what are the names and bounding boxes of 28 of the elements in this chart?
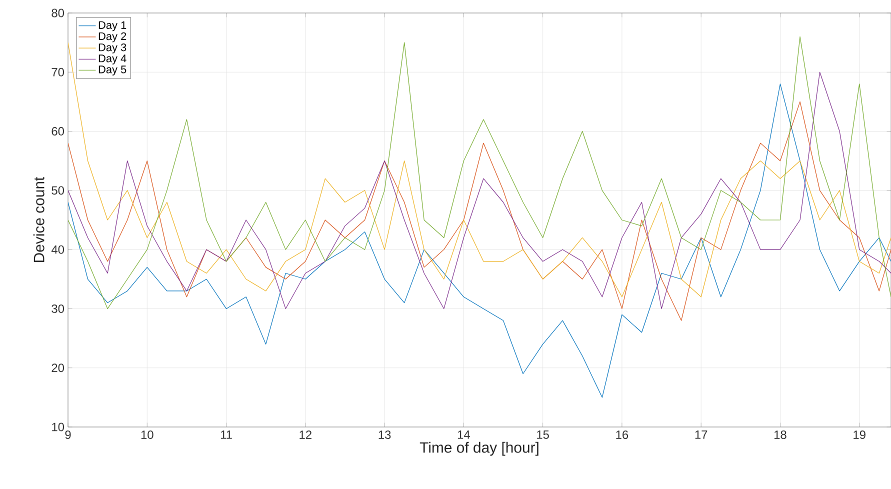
x-tick-label: 14 <box>458 430 470 439</box>
legend-label: Day 3 <box>98 43 126 54</box>
x-tick-label: 15 <box>537 430 549 439</box>
y-axis-title: Device count <box>33 176 44 262</box>
y-tick-label: 30 <box>52 304 64 313</box>
x-axis-title: Time of day [hour] <box>420 442 538 456</box>
y-tick-label: 70 <box>52 68 64 76</box>
x-tick-label: 12 <box>300 430 312 439</box>
legend-label: Day 1 <box>98 21 126 32</box>
y-tick-label: 20 <box>52 364 64 372</box>
x-tick-label: 16 <box>616 430 628 439</box>
x-tick-label: 11 <box>220 430 232 439</box>
legend-label: Day 5 <box>98 66 126 76</box>
y-tick-label: 50 <box>52 186 64 195</box>
legend-label: Day 2 <box>98 32 126 42</box>
y-tick-label: 60 <box>52 127 64 136</box>
x-tick-label: 9 <box>65 430 71 439</box>
y-tick-label: 10 <box>52 422 64 432</box>
y-tick-label: 80 <box>52 8 64 18</box>
x-tick-label: 13 <box>378 430 391 439</box>
legend-label: Day 4 <box>98 54 126 64</box>
x-tick-label: 19 <box>854 430 866 439</box>
x-tick-label: 10 <box>141 430 154 439</box>
line-series <box>68 84 891 398</box>
x-tick-label: 17 <box>695 430 708 439</box>
x-tick-label: 18 <box>774 430 786 439</box>
y-tick-label: 40 <box>51 245 64 254</box>
line-series <box>68 101 891 321</box>
